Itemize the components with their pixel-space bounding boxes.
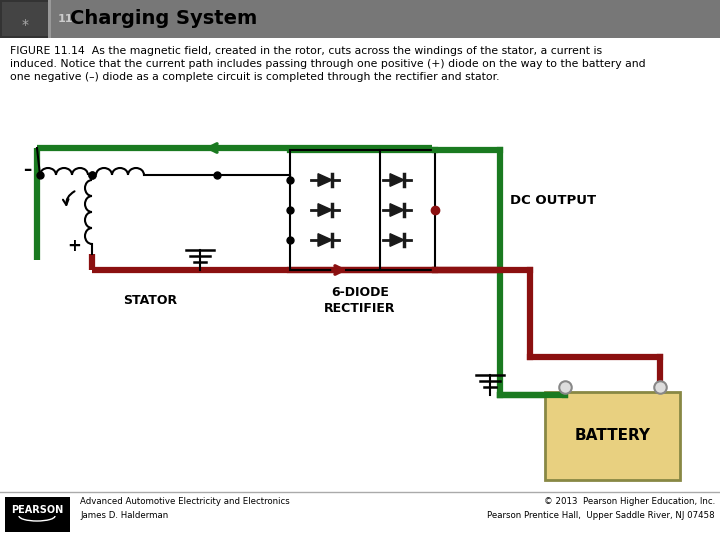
Text: 11: 11	[58, 14, 73, 24]
Bar	[2, 2, 48, 36]
Polygon shape	[390, 174, 404, 186]
Bar	[5, 497, 70, 532]
Polygon shape	[318, 234, 332, 246]
Text: +: +	[67, 237, 81, 255]
Text: –: –	[23, 161, 31, 179]
Bar	[0, 0, 50, 38]
Text: *: *	[22, 18, 29, 32]
Bar	[48, 0, 51, 38]
Polygon shape	[390, 234, 404, 246]
Text: James D. Halderman: James D. Halderman	[80, 511, 168, 521]
Bar	[290, 150, 435, 270]
Text: Charging System: Charging System	[70, 10, 257, 29]
Text: BATTERY: BATTERY	[575, 429, 650, 443]
Text: FIGURE 11.14  As the magnetic field, created in the rotor, cuts across the windi: FIGURE 11.14 As the magnetic field, crea…	[10, 46, 646, 83]
Text: Advanced Automotive Electricity and Electronics: Advanced Automotive Electricity and Elec…	[80, 497, 289, 507]
Bar	[545, 392, 680, 480]
Polygon shape	[318, 204, 332, 217]
Text: STATOR: STATOR	[123, 294, 177, 307]
Text: DC OUTPUT: DC OUTPUT	[510, 193, 596, 206]
Bar	[0, 0, 720, 38]
Text: © 2013  Pearson Higher Education, Inc.: © 2013 Pearson Higher Education, Inc.	[544, 497, 715, 507]
Text: PEARSON: PEARSON	[11, 505, 63, 515]
Text: 6-DIODE
RECTIFIER: 6-DIODE RECTIFIER	[324, 286, 396, 314]
Polygon shape	[390, 204, 404, 217]
Polygon shape	[318, 174, 332, 186]
Text: Pearson Prentice Hall,  Upper Saddle River, NJ 07458: Pearson Prentice Hall, Upper Saddle Rive…	[487, 511, 715, 521]
